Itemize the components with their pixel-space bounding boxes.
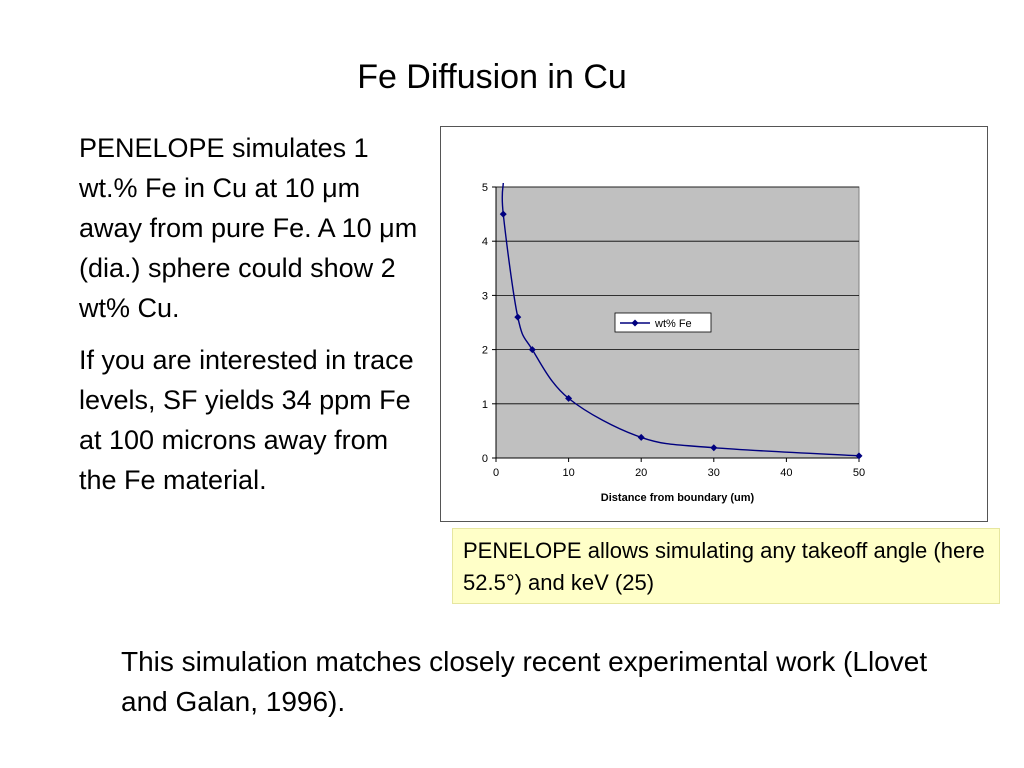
y-tick-label: 4 — [482, 236, 488, 248]
y-tick-label: 1 — [482, 399, 488, 411]
note-box: PENELOPE allows simulating any takeoff a… — [452, 528, 1000, 604]
x-tick-label: 50 — [853, 467, 865, 479]
paragraph-simulation: PENELOPE simulates 1 wt.% Fe in Cu at 10… — [79, 133, 418, 323]
y-tick-label: 0 — [482, 453, 488, 465]
data-point-marker — [499, 210, 507, 218]
legend-box — [614, 312, 712, 333]
x-axis-label: Distance from boundary (um) — [601, 492, 755, 504]
slide-title: Fe Diffusion in Cu — [357, 58, 627, 96]
conclusion-text: This simulation matches closely recent e… — [121, 646, 928, 717]
data-point-marker — [514, 313, 522, 321]
series-line-wt-fe — [501, 182, 860, 457]
data-point-marker — [528, 346, 536, 354]
legend-marker — [631, 319, 639, 327]
left-text-block: PENELOPE simulates 1 wt.% Fe in Cu at 10… — [79, 128, 429, 512]
x-tick-label: 10 — [562, 467, 574, 479]
data-point-marker — [637, 433, 645, 441]
data-point-marker — [710, 444, 718, 452]
y-tick-label: 5 — [482, 182, 488, 194]
x-tick-label: 40 — [780, 467, 792, 479]
x-tick-label: 20 — [635, 467, 647, 479]
y-tick-label: 3 — [482, 290, 488, 302]
legend-label: wt% Fe — [654, 318, 692, 330]
data-point-marker — [855, 452, 863, 460]
paragraph-trace-levels: If you are interested in trace levels, S… — [79, 345, 414, 495]
x-tick-label: 0 — [493, 467, 499, 479]
data-point-marker — [565, 394, 573, 402]
y-tick-label: 2 — [482, 345, 488, 357]
note-text: PENELOPE allows simulating any takeoff a… — [463, 538, 985, 595]
x-tick-label: 30 — [708, 467, 720, 479]
chart-frame: 0 1 2 3 4 5 0 10 20 30 40 50 Distance from boundary … — [440, 126, 988, 522]
